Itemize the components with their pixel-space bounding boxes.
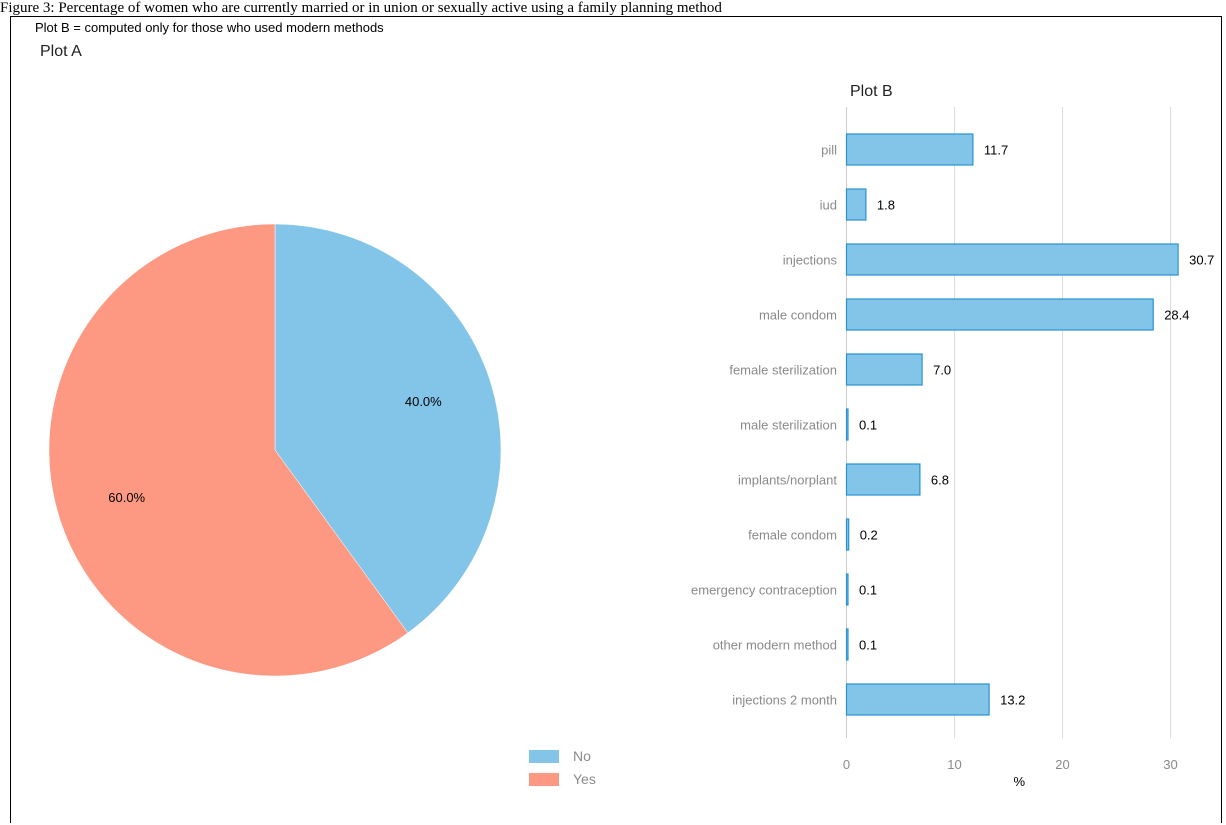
pie-slice-no [274, 223, 502, 634]
bar [845, 463, 921, 496]
x-tick-label: 20 [1055, 757, 1069, 772]
category-label: male sterilization [740, 418, 837, 433]
bar [845, 408, 849, 441]
x-tick-label: 30 [1163, 757, 1177, 772]
legend-swatch-no [529, 750, 559, 763]
category-label: emergency contraception [691, 583, 837, 598]
legend-swatch-yes [529, 773, 559, 786]
category-label: iud [820, 198, 837, 213]
category-label: male condom [759, 308, 837, 323]
chart-canvas: 40.0% 60.0% No Yes 0 10 20 30 pill 11.7 iud 1.8 inje… [48, 107, 1214, 789]
data-label: 0.1 [859, 638, 877, 653]
category-label: other modern method [713, 638, 837, 653]
bar-chart-title: Plot B [850, 83, 893, 100]
bar [845, 133, 974, 166]
data-label: 28.4 [1164, 308, 1189, 323]
bar [845, 298, 1154, 331]
legend-label-yes: Yes [573, 771, 596, 787]
category-label: injections [783, 253, 838, 268]
data-label: 7.0 [933, 363, 951, 378]
category-label: female condom [748, 528, 837, 543]
data-label: 30.7 [1189, 253, 1214, 268]
data-label: 11.7 [984, 143, 1008, 158]
bar [845, 353, 923, 386]
x-axis-title: % [1014, 774, 1026, 789]
bar [845, 188, 867, 221]
chart-subtitle: Plot B = computed only for those who use… [35, 20, 384, 35]
category-label: female sterilization [729, 363, 837, 378]
category-label: pill [821, 143, 837, 158]
x-tick-label: 10 [947, 757, 961, 772]
data-label: 13.2 [1000, 693, 1025, 708]
bar [845, 243, 1179, 276]
bar [845, 573, 849, 606]
data-label: 0.2 [860, 528, 878, 543]
pie-chart-title: Plot A [40, 43, 82, 60]
bar [845, 628, 849, 661]
pie-slice-label: 40.0% [405, 394, 442, 409]
bar [845, 683, 990, 716]
legend-label-no: No [573, 748, 591, 764]
data-label: 0.1 [859, 583, 877, 598]
x-tick-label: 0 [843, 757, 850, 772]
data-label: 1.8 [877, 198, 895, 213]
category-label: implants/norplant [738, 473, 837, 488]
pie-slice-label: 60.0% [108, 490, 145, 505]
data-label: 6.8 [931, 473, 949, 488]
figure-caption: Figure 3: Percentage of women who are cu… [0, 0, 722, 16]
category-label: injections 2 month [732, 693, 837, 708]
data-label: 0.1 [859, 418, 877, 433]
bar [845, 518, 850, 551]
pie-slice-yes [48, 223, 409, 677]
chart-frame: Plot B = computed only for those who use… [10, 16, 1222, 823]
